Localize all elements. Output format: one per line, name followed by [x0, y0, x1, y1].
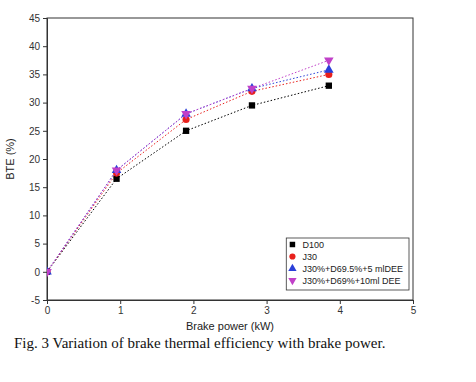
y-tick-mark	[43, 131, 47, 132]
y-axis-line	[43, 19, 48, 301]
y-tick-mark	[43, 18, 47, 19]
chart: 012345-5051015202530354045Brake power (k…	[0, 0, 476, 382]
series-marker	[324, 58, 334, 66]
y-tick-label: 5	[34, 238, 40, 249]
y-tick: 40	[29, 41, 47, 52]
legend-item: J30%+D69.5%+5 mlDEE	[288, 264, 403, 274]
x-tick: 0	[45, 300, 51, 316]
legend-box	[286, 238, 409, 290]
legend-symbol	[289, 253, 295, 259]
plot-area	[47, 58, 334, 278]
legend-symbol	[288, 264, 296, 271]
x-tick-label: 0	[45, 305, 51, 316]
y-tick-label: -5	[31, 295, 40, 306]
y-tick-label: 35	[29, 69, 41, 80]
y-tick-label: 10	[29, 210, 41, 221]
legend-symbol	[288, 278, 296, 285]
y-tick: -5	[31, 295, 47, 306]
y-tick-label: 40	[29, 41, 41, 52]
legend-item: J30	[289, 252, 317, 262]
y-axis: -5 0 5 10 15 20 25 30 35 40 45	[29, 13, 48, 306]
y-tick-mark	[43, 244, 47, 245]
y-tick: 35	[29, 69, 47, 80]
x-tick-label: 3	[264, 305, 270, 316]
legend-label: J30%+D69.5%+5 mlDEE	[302, 264, 403, 274]
series-marker	[183, 128, 189, 134]
y-tick-mark	[43, 74, 47, 75]
y-tick: 15	[29, 182, 47, 193]
series-marker	[47, 269, 52, 277]
x-tick-mark	[120, 300, 121, 304]
series-marker	[326, 83, 332, 89]
y-tick-mark	[43, 159, 47, 160]
y-tick: 5	[34, 238, 47, 249]
x-tick-mark	[340, 300, 341, 304]
series-marker	[247, 86, 257, 94]
y-tick-mark	[43, 215, 47, 216]
x-tick: 2	[191, 300, 197, 316]
y-tick-mark	[43, 103, 47, 104]
x-tick: 4	[338, 300, 344, 316]
x-tick-label: 5	[411, 305, 417, 316]
legend-item: J30%+D69%+10ml DEE	[288, 276, 400, 286]
legend-label: J30%+D69%+10ml DEE	[302, 276, 400, 286]
legend-symbol	[290, 242, 295, 247]
y-tick: 0	[34, 267, 47, 278]
legend-label: J30	[302, 252, 317, 262]
y-tick-label: 0	[34, 267, 40, 278]
x-tick: 3	[264, 300, 270, 316]
x-tick-label: 4	[338, 305, 344, 316]
y-tick-mark	[43, 187, 47, 188]
x-tick-mark	[267, 300, 268, 304]
x-tick-mark	[413, 300, 414, 304]
legend-label: D100	[302, 240, 324, 250]
y-axis-title: BTE (%)	[4, 138, 16, 180]
y-tick-mark	[43, 300, 47, 301]
y-tick-label: 30	[29, 97, 41, 108]
series-marker	[249, 102, 255, 108]
y-tick: 10	[29, 210, 47, 221]
y-tick-label: 20	[29, 154, 41, 165]
caption: Fig. 3 Variation of brake thermal effici…	[14, 335, 385, 351]
y-tick: 45	[29, 13, 47, 24]
y-tick: 30	[29, 97, 47, 108]
y-tick-mark	[43, 46, 47, 47]
x-tick-label: 2	[191, 305, 197, 316]
y-tick-label: 25	[29, 126, 41, 137]
x-tick-label: 1	[118, 305, 124, 316]
x-tick: 5	[411, 300, 417, 316]
x-tick-mark	[193, 300, 194, 304]
x-axis-line	[48, 301, 414, 305]
legend-item: D100	[290, 240, 324, 250]
y-tick: 20	[29, 154, 47, 165]
x-axis: 0 1 2 3 4 5	[45, 300, 417, 316]
series-marker	[112, 168, 122, 176]
y-tick-label: 45	[29, 13, 41, 24]
legend: D100 J30 J30%+D69.5%+5 mlDEE J30%+D69%+10ml…	[286, 238, 409, 290]
plot-frame	[47, 18, 413, 300]
series-marker	[181, 111, 191, 119]
y-tick: 25	[29, 126, 47, 137]
x-tick: 1	[118, 300, 124, 316]
x-axis-title: Brake power (kW)	[186, 320, 274, 332]
y-tick-mark	[43, 272, 47, 273]
y-tick-label: 15	[29, 182, 41, 193]
